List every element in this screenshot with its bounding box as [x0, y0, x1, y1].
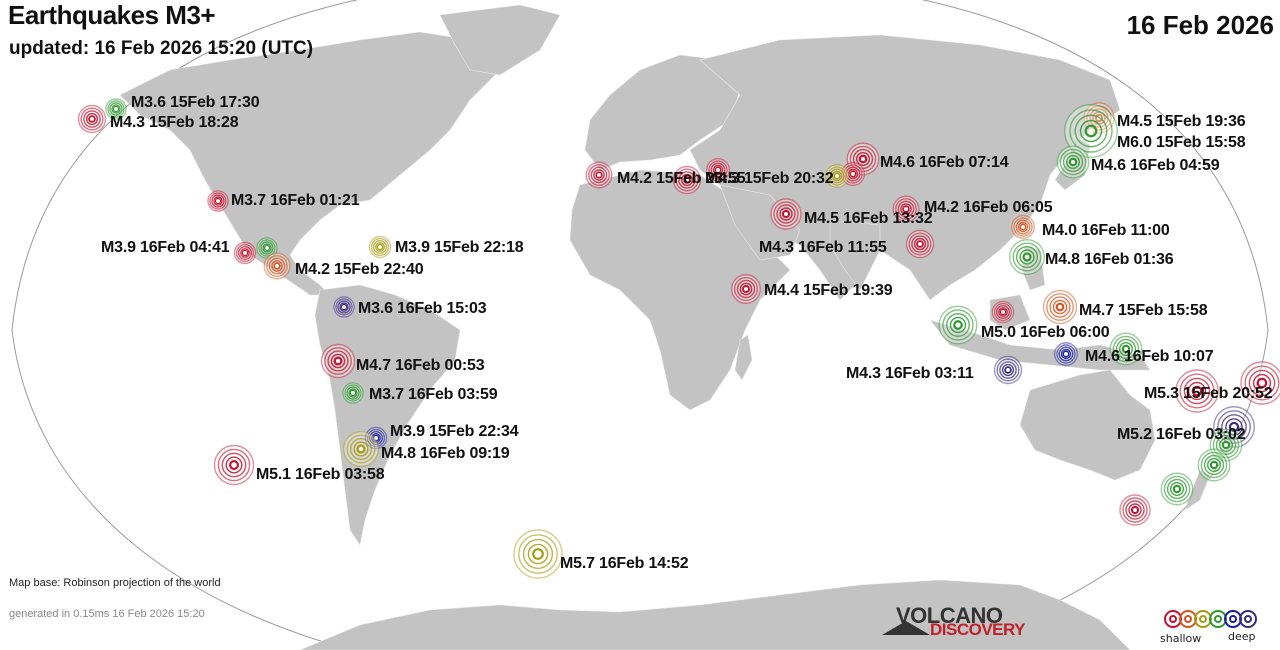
quake-label: M4.0 16Feb 11:00 [1042, 222, 1170, 239]
volcano-discovery-logo[interactable]: VOLCANO DISCOVERY [880, 603, 1040, 643]
quake-marker[interactable] [263, 252, 291, 280]
quake-marker[interactable] [1240, 361, 1280, 405]
quake-label: M4.3 16Feb 11:55 [759, 239, 887, 256]
quake-marker[interactable] [105, 98, 127, 120]
quake-label: M3.9 16Feb 04:41 [101, 239, 230, 256]
quake-label: M4.7 16Feb 00:53 [356, 357, 485, 374]
quake-marker[interactable] [207, 190, 229, 212]
current-date: 16 Feb 2026 [1126, 10, 1274, 40]
quake-label: M4.6 16Feb 07:14 [880, 154, 1009, 171]
updated-timestamp: updated: 16 Feb 2026 15:20 (UTC) [9, 38, 314, 59]
quake-marker[interactable] [77, 104, 107, 134]
quake-label: M5.3 15Feb 20:52 [1144, 385, 1273, 402]
quake-marker[interactable] [1160, 472, 1194, 506]
quake-marker[interactable] [892, 195, 920, 223]
legend-shallow-label: shallow [1160, 632, 1202, 645]
greenland [439, 4, 561, 76]
quake-marker[interactable] [938, 305, 978, 345]
quake-marker[interactable] [1056, 145, 1090, 179]
quake-label: M4.7 15Feb 15:58 [1079, 302, 1208, 319]
quake-label: M6.0 15Feb 15:58 [1117, 134, 1246, 151]
generated-note: generated in 0.15ms 16 Feb 2026 15:20 [9, 608, 205, 620]
quake-marker[interactable] [1054, 342, 1078, 366]
quake-marker[interactable] [1197, 448, 1231, 482]
quake-marker[interactable] [342, 382, 364, 404]
india [829, 219, 881, 291]
page-title: Earthquakes M3+ [8, 0, 216, 30]
legend-deep-label: deep [1228, 630, 1256, 643]
quake-label: M3.6 15Feb 17:30 [131, 94, 260, 111]
quake-marker[interactable] [213, 444, 255, 486]
quake-label: M3.7 16Feb 01:21 [231, 192, 360, 209]
quake-markers [77, 98, 1280, 579]
quake-label: M4.5 15Feb 19:36 [1117, 113, 1246, 130]
quake-label: M5.7 16Feb 14:52 [560, 555, 689, 572]
quake-label: M4.2 15Feb 22:40 [295, 261, 424, 278]
quake-marker[interactable] [333, 296, 355, 318]
quake-marker[interactable] [1042, 289, 1078, 325]
quake-label: M4.3 15Feb 20:32 [705, 170, 834, 187]
quake-marker[interactable] [513, 529, 563, 579]
logo-text-bottom: DISCOVERY [930, 620, 1026, 639]
quake-label: M4.3 16Feb 03:11 [846, 365, 974, 382]
new-zealand [1184, 469, 1211, 511]
quake-label: M5.0 16Feb 06:00 [981, 324, 1110, 341]
depth-legend: shallow deep [1160, 608, 1270, 648]
quake-marker[interactable] [905, 229, 935, 259]
logo-text-top: VOLCANO [896, 603, 1003, 628]
quake-marker[interactable] [731, 274, 761, 304]
quake-label: M4.3 15Feb 18:28 [110, 114, 239, 131]
quake-marker[interactable] [1064, 104, 1118, 158]
quake-label: M5.1 16Feb 03:58 [256, 466, 385, 483]
quake-label: M3.9 15Feb 22:34 [390, 423, 519, 440]
quake-label: M4.4 15Feb 19:39 [764, 282, 893, 299]
quake-marker[interactable] [993, 355, 1023, 385]
quake-label: M4.5 16Feb 13:32 [804, 210, 933, 227]
arabia [719, 184, 801, 261]
quake-marker[interactable] [706, 158, 730, 182]
quake-label: M4.2 15Feb 23:55 [617, 170, 746, 187]
quake-marker[interactable] [233, 241, 257, 265]
quake-marker[interactable] [343, 431, 379, 467]
quake-marker[interactable] [1009, 239, 1045, 275]
quake-marker[interactable] [1011, 215, 1035, 239]
quake-marker[interactable] [825, 164, 849, 188]
australia [1019, 369, 1156, 481]
quake-marker[interactable] [585, 161, 613, 189]
indonesia [929, 319, 1151, 371]
quake-label: M4.8 16Feb 09:19 [381, 445, 510, 462]
volcano-icon [882, 621, 930, 635]
quake-marker[interactable] [1119, 494, 1151, 526]
depth-legend-rings-icon [1164, 610, 1257, 628]
quake-label: M4.6 16Feb 10:07 [1085, 348, 1214, 365]
madagascar [734, 334, 753, 381]
south-america [314, 284, 461, 546]
quake-marker[interactable] [672, 165, 702, 195]
quake-marker[interactable] [368, 235, 392, 259]
quake-label: M3.7 16Feb 03:59 [369, 386, 498, 403]
quake-label: M3.6 16Feb 15:03 [358, 300, 487, 317]
quake-marker[interactable] [1175, 369, 1219, 413]
quake-label: M4.8 16Feb 01:36 [1045, 251, 1174, 268]
quake-marker[interactable] [991, 300, 1015, 324]
quake-marker[interactable] [320, 343, 356, 379]
quake-label: M4.2 16Feb 06:05 [924, 199, 1053, 216]
quake-marker[interactable] [1213, 406, 1255, 448]
quake-marker[interactable] [770, 198, 802, 230]
quake-label: M3.9 15Feb 22:18 [395, 239, 524, 256]
map-base-note: Map base: Robinson projection of the wor… [9, 577, 221, 589]
quake-marker[interactable] [1109, 332, 1143, 366]
quake-label: M4.6 16Feb 04:59 [1091, 157, 1220, 174]
quake-label: M5.2 16Feb 03:02 [1117, 426, 1246, 443]
quake-marker[interactable] [256, 237, 278, 259]
